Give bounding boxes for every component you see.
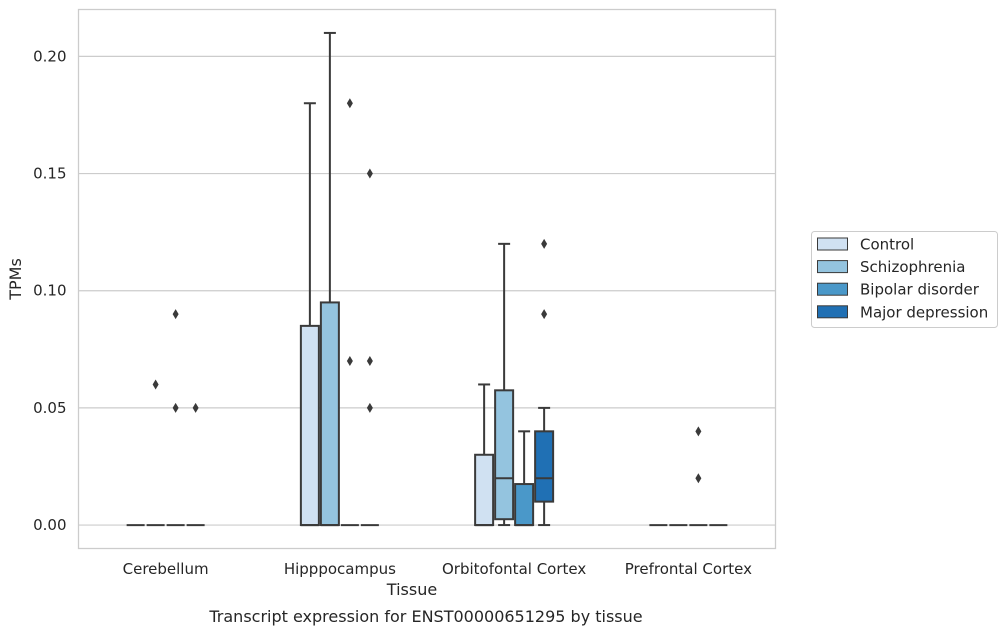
outlier-point — [346, 356, 353, 367]
outlier-point — [695, 426, 702, 437]
outlier-point — [541, 309, 548, 320]
box-bipolar-disorder — [514, 430, 535, 527]
box-bipolar-disorder — [340, 98, 359, 527]
legend-swatch — [817, 237, 848, 251]
box-control — [299, 102, 320, 527]
legend-frame — [811, 231, 998, 328]
y-tick-label: 0.20 — [33, 47, 66, 65]
x-tick-label: Cerebellum — [123, 560, 209, 578]
iqr-box — [494, 389, 515, 521]
outlier-point — [192, 402, 199, 413]
box-major-depression — [360, 168, 379, 527]
legend-swatch — [817, 305, 848, 319]
legend-label: Control — [860, 236, 914, 254]
x-tick-label: Hipppocampus — [284, 560, 396, 578]
outlier-point — [366, 168, 373, 179]
iqr-box — [534, 430, 555, 503]
iqr-box — [514, 483, 535, 527]
outlier-point — [172, 402, 179, 413]
legend-label: Major depression — [860, 303, 988, 321]
chart-caption: Transcript expression for ENST0000065129… — [208, 607, 642, 626]
y-axis-ticks: 0.00 0.05 0.10 0.15 0.20 — [33, 47, 66, 534]
iqr-box — [474, 453, 495, 527]
x-tick-label: Prefrontal Cortex — [625, 560, 752, 578]
y-tick-label: 0.15 — [33, 165, 66, 183]
outlier-point — [172, 309, 179, 320]
legend: Control Schizophrenia Bipolar disorder Majo… — [811, 231, 998, 328]
iqr-box — [319, 301, 340, 527]
box-bipolar-disorder — [689, 426, 708, 527]
x-tick-label: Orbitofontal Cortex — [442, 560, 586, 578]
y-tick-label: 0.00 — [33, 516, 66, 534]
legend-swatch — [817, 282, 848, 296]
box-control — [474, 383, 495, 527]
box-schizophrenia — [146, 379, 165, 527]
y-tick-label: 0.10 — [33, 282, 66, 300]
legend-label: Bipolar disorder — [860, 281, 980, 299]
outlier-point — [541, 238, 548, 249]
plot-area — [77, 8, 777, 550]
box-schizophrenia — [494, 242, 515, 527]
outlier-point — [366, 402, 373, 413]
outlier-point — [695, 473, 702, 484]
box-major-depression — [186, 402, 205, 527]
x-axis-ticks: Cerebellum Hipppocampus Orbitofontal Corte… — [123, 560, 752, 578]
legend-label: Schizophrenia — [860, 258, 965, 276]
y-axis-label: TPMs — [6, 258, 25, 301]
outlier-point — [366, 356, 373, 367]
iqr-box — [299, 324, 320, 527]
box-bipolar-disorder — [166, 309, 185, 527]
y-tick-label: 0.05 — [33, 399, 66, 417]
outlier-point — [346, 98, 353, 109]
box-major-depression — [534, 238, 555, 527]
outlier-point — [152, 379, 159, 390]
x-axis-label: Tissue — [386, 580, 437, 599]
legend-swatch — [817, 260, 848, 274]
box-schizophrenia — [319, 31, 340, 527]
box-layer — [126, 31, 728, 527]
